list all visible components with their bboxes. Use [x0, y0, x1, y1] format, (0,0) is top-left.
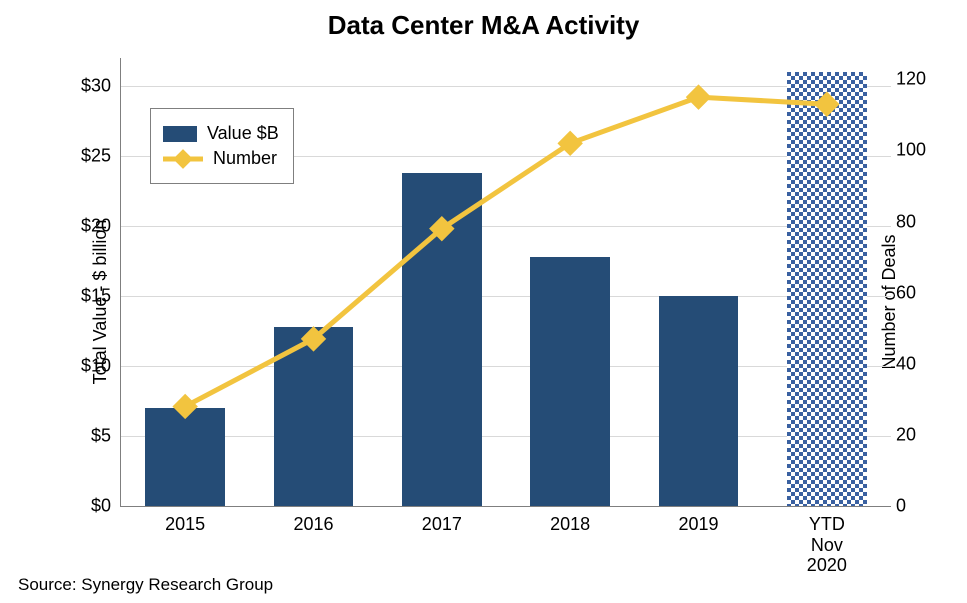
y-left-tick: $30 — [51, 76, 111, 97]
legend-label: Value $B — [207, 123, 279, 144]
line-marker — [686, 84, 711, 109]
x-category-label: 2019 — [678, 514, 718, 535]
x-category-label: YTD Nov 2020 — [795, 514, 859, 576]
line-marker — [814, 91, 839, 116]
y-right-tick: 120 — [896, 69, 941, 90]
y-right-tick: 100 — [896, 140, 941, 161]
y-left-tick: $0 — [51, 496, 111, 517]
source-text: Source: Synergy Research Group — [18, 575, 273, 595]
y-right-tick: 40 — [896, 353, 941, 374]
y-right-tick: 0 — [896, 496, 941, 517]
y-left-tick: $20 — [51, 216, 111, 237]
line-marker — [172, 394, 197, 419]
legend-item: Number — [163, 148, 279, 169]
y-right-tick: 80 — [896, 211, 941, 232]
x-category-label: 2015 — [165, 514, 205, 535]
x-category-label: 2017 — [422, 514, 462, 535]
y-right-tick: 60 — [896, 282, 941, 303]
legend: Value $B Number — [150, 108, 294, 184]
legend-swatch-line — [163, 151, 203, 167]
x-category-label: 2016 — [293, 514, 333, 535]
y-left-tick: $10 — [51, 356, 111, 377]
x-category-label: 2018 — [550, 514, 590, 535]
y-left-tick: $15 — [51, 286, 111, 307]
chart-container: Data Center M&A Activity Total Value - $… — [0, 0, 967, 603]
chart-title: Data Center M&A Activity — [0, 10, 967, 41]
y-left-tick: $5 — [51, 426, 111, 447]
y-left-tick: $25 — [51, 146, 111, 167]
legend-item: Value $B — [163, 123, 279, 144]
legend-swatch-bar — [163, 126, 197, 142]
legend-label: Number — [213, 148, 277, 169]
y-right-tick: 20 — [896, 424, 941, 445]
